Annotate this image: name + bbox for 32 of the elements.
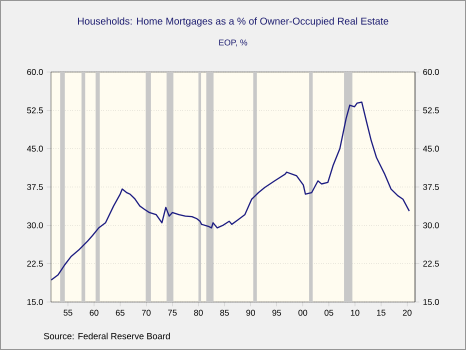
y2-tick-label: 15.0 bbox=[423, 299, 439, 305]
y-tick-label: 15.0 bbox=[27, 299, 43, 305]
source-note: Source: Federal Reserve Board bbox=[44, 332, 170, 340]
y2-tick-label: 22.5 bbox=[423, 260, 439, 267]
x-tick-label: 10 bbox=[350, 310, 360, 316]
y-tick-label: 45.0 bbox=[26, 146, 43, 152]
x-tick-label: 90 bbox=[246, 310, 255, 316]
chart-title: Households: Home Mortgages as a % of Owner-Occupied Real Estate bbox=[78, 17, 388, 27]
line-series bbox=[51, 102, 410, 281]
y2-tick-label: 45.0 bbox=[422, 146, 439, 152]
x-tick-label: 80 bbox=[194, 310, 203, 316]
x-tick-label: 55 bbox=[64, 310, 72, 316]
x-tick-label: 15 bbox=[377, 310, 386, 316]
x-tick-label: 75 bbox=[168, 310, 177, 316]
x-tick-label: 00 bbox=[298, 310, 308, 316]
y2-tick-label: 30.0 bbox=[423, 222, 439, 228]
y2-tick-label: 52.5 bbox=[423, 107, 439, 114]
y-tick-label: 37.5 bbox=[27, 184, 43, 190]
y-tick-label: 30.0 bbox=[27, 222, 43, 228]
y-tick-label: 60.0 bbox=[27, 69, 43, 75]
x-tick-label: 60 bbox=[90, 310, 98, 316]
x-tick-label: 95 bbox=[272, 310, 282, 316]
y2-tick-label: 60.0 bbox=[423, 69, 439, 75]
y-tick-label: 52.5 bbox=[27, 107, 43, 114]
y2-tick-label: 37.5 bbox=[423, 184, 439, 190]
x-tick-label: 70 bbox=[142, 310, 151, 316]
x-tick-label: 05 bbox=[324, 310, 334, 316]
x-tick-label: 65 bbox=[116, 310, 125, 316]
x-tick-label: 20 bbox=[402, 310, 412, 316]
x-tick-label: 85 bbox=[220, 310, 229, 316]
y-tick-label: 22.5 bbox=[27, 260, 43, 267]
chart-subtitle: EOP, % bbox=[219, 40, 248, 46]
